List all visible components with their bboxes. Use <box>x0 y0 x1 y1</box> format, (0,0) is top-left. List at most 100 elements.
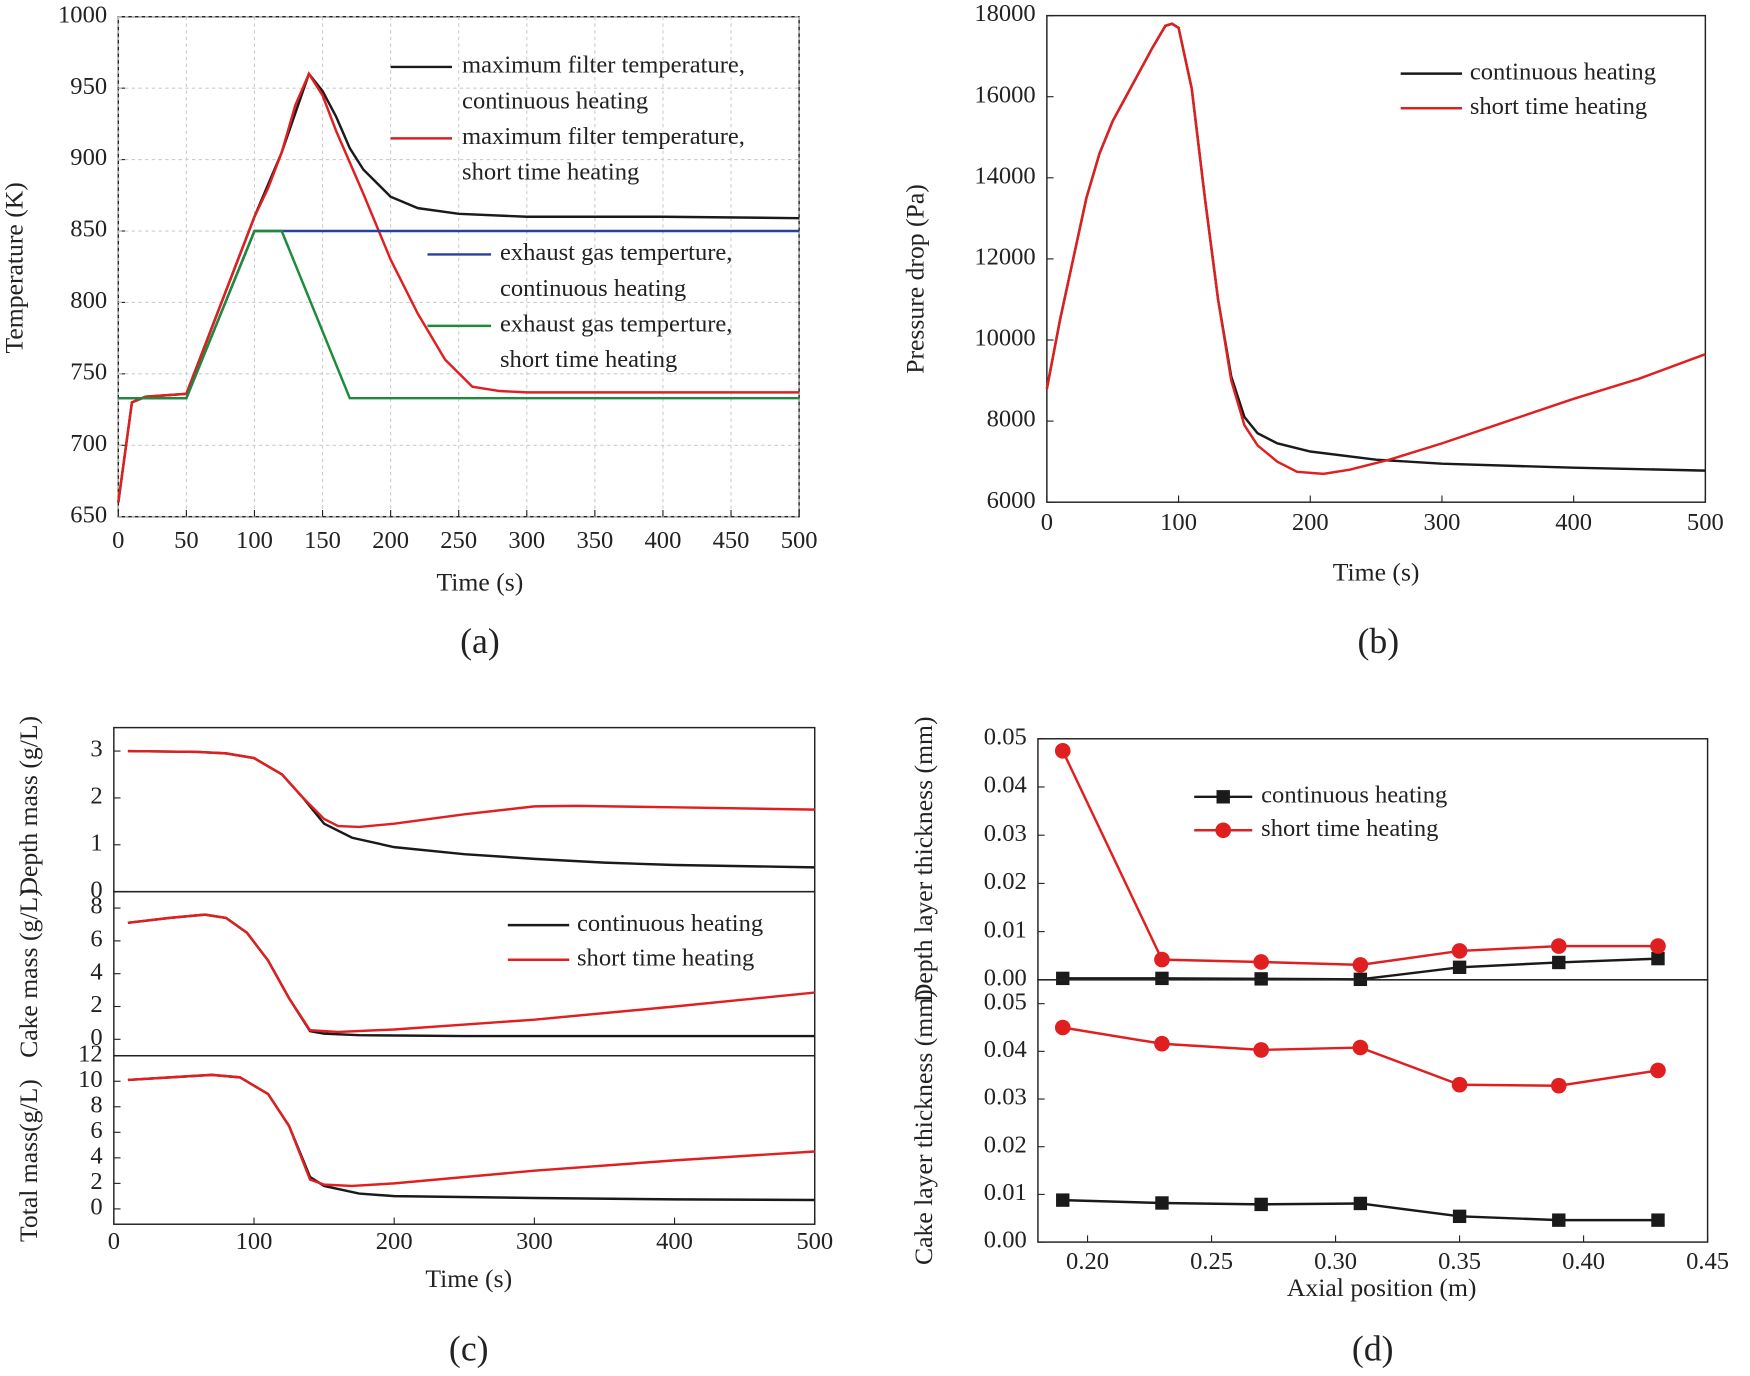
y-axis-label: Cake mass (g/L) <box>14 888 43 1058</box>
plot-frame <box>113 1054 816 1225</box>
y-tick-label: 1 <box>90 829 102 856</box>
y-tick-label: 800 <box>70 287 107 314</box>
y-tick-label: 1000 <box>58 1 107 28</box>
y-tick-label: 850 <box>70 216 107 243</box>
y-tick-label: 900 <box>70 144 107 171</box>
y-tick-label: 0.05 <box>984 988 1027 1015</box>
y-tick-label: 0.01 <box>984 1179 1027 1206</box>
y-tick-label: 6 <box>90 1117 102 1144</box>
marker <box>1215 822 1232 839</box>
y-tick-label: 18000 <box>974 0 1035 27</box>
marker <box>1552 955 1566 970</box>
series-line <box>1062 1026 1659 1087</box>
legend-label: maximum filter temperature, <box>462 123 745 150</box>
y-tick-label: 0 <box>90 876 102 903</box>
y-tick-label: 0 <box>90 1194 102 1221</box>
x-tick-label: 0.20 <box>1066 1248 1109 1275</box>
x-tick-label: 500 <box>781 527 818 554</box>
y-tick-label: 12000 <box>974 244 1035 271</box>
y-tick-label: 0.04 <box>984 1036 1027 1063</box>
series-line <box>127 913 815 1034</box>
marker <box>1550 1077 1567 1094</box>
y-tick-label: 4 <box>90 958 102 985</box>
x-tick-label: 0.25 <box>1190 1248 1233 1275</box>
series-line <box>127 1073 815 1202</box>
y-tick-label: 0.00 <box>984 964 1027 991</box>
marker <box>1154 951 1170 968</box>
y-tick-label: 750 <box>70 358 107 385</box>
y-tick-label: 16000 <box>974 81 1035 108</box>
y-tick-label: 4 <box>90 1142 102 1169</box>
x-axis-label: Time (s) <box>437 568 524 597</box>
marker <box>1352 1039 1369 1056</box>
panel-caption: (c) <box>449 1329 489 1369</box>
marker <box>1216 790 1230 804</box>
y-tick-label: 8000 <box>987 406 1036 433</box>
y-tick-label: 650 <box>70 501 107 528</box>
x-tick-label: 100 <box>236 527 273 554</box>
marker <box>1155 971 1169 986</box>
marker <box>1650 1062 1666 1079</box>
x-tick-label: 400 <box>1555 509 1592 536</box>
series-line <box>1045 22 1706 476</box>
x-tick-label: 500 <box>1687 509 1724 536</box>
y-tick-label: 6000 <box>987 487 1036 514</box>
legend-label: maximum filter temperature, <box>462 52 745 79</box>
y-tick-label: 8 <box>90 893 102 920</box>
x-axis-label: Time (s) <box>1333 558 1420 587</box>
x-tick-label: 0.40 <box>1562 1248 1605 1275</box>
y-tick-label: 2 <box>90 783 102 810</box>
y-tick-label: 12 <box>78 1040 103 1067</box>
series-line <box>118 229 800 400</box>
marker <box>1550 938 1567 954</box>
y-tick-label: 0.00 <box>984 1227 1027 1254</box>
marker <box>1056 971 1070 986</box>
panel-caption: (b) <box>1358 621 1400 661</box>
legend-label: short time heating <box>500 346 677 373</box>
legend-label: continuous heating <box>462 87 648 114</box>
x-tick-label: 50 <box>174 527 199 554</box>
y-tick-label: 0.02 <box>984 868 1027 895</box>
x-tick-label: 100 <box>236 1228 273 1255</box>
series-line <box>127 749 815 829</box>
x-tick-label: 500 <box>796 1228 833 1255</box>
y-axis-label: Depth layer thickness (mm) <box>909 716 938 1002</box>
y-axis-label: Total mass(g/L) <box>14 1079 43 1242</box>
x-tick-label: 450 <box>713 527 750 554</box>
x-tick-label: 0 <box>1041 509 1053 536</box>
y-tick-label: 0.03 <box>984 820 1027 847</box>
series-line <box>127 749 815 869</box>
x-tick-label: 100 <box>1160 509 1197 536</box>
x-tick-label: 0.30 <box>1314 1248 1357 1275</box>
legend-label: short time heating <box>1470 93 1647 120</box>
y-tick-label: 2 <box>90 1168 102 1195</box>
series-line <box>1045 22 1706 472</box>
series-line <box>127 1073 815 1188</box>
legend-label: continuous heating <box>500 275 686 302</box>
y-tick-label: 10000 <box>974 325 1035 352</box>
marker <box>1651 1213 1665 1227</box>
x-tick-label: 200 <box>376 1228 413 1255</box>
y-tick-label: 950 <box>70 73 107 100</box>
legend-label: short time heating <box>577 944 754 971</box>
marker <box>1552 1213 1566 1227</box>
series-line <box>117 71 800 503</box>
x-tick-label: 400 <box>656 1228 693 1255</box>
x-tick-label: 300 <box>508 527 545 554</box>
x-tick-label: 0.45 <box>1686 1248 1729 1275</box>
y-axis-label: Cake layer thickness (mm) <box>909 989 938 1265</box>
marker <box>1651 951 1665 966</box>
x-tick-label: 400 <box>645 527 682 554</box>
y-tick-label: 14000 <box>974 162 1035 189</box>
y-tick-label: 0.04 <box>984 772 1027 799</box>
marker <box>1054 1019 1071 1036</box>
marker <box>1353 1196 1368 1211</box>
plot-frame <box>1037 979 1709 1243</box>
legend-label: continuous heating <box>1470 58 1656 85</box>
x-tick-label: 250 <box>440 527 477 554</box>
marker <box>1452 960 1467 974</box>
x-tick-label: 300 <box>1424 509 1461 536</box>
legend-label: continuous heating <box>577 910 763 937</box>
x-axis-label: Axial position (m) <box>1287 1273 1477 1302</box>
